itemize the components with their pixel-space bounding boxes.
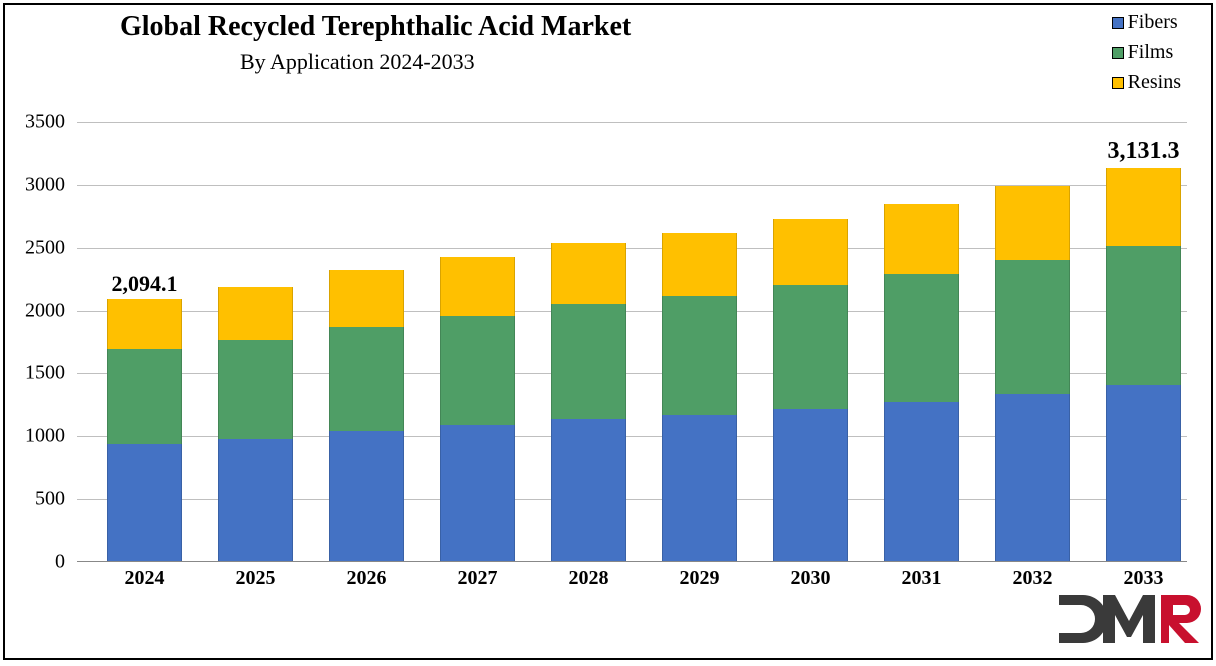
bar-group (218, 287, 293, 562)
bars-container (77, 122, 1187, 562)
legend-label-films: Films (1128, 41, 1174, 64)
bar-segment-fibers (662, 415, 737, 562)
bar-segment-films (773, 285, 848, 408)
bar-group (773, 219, 848, 562)
plot-area (77, 122, 1187, 562)
y-tick-label: 500 (5, 488, 65, 511)
bar-segment-resins (440, 257, 515, 316)
chart-title: Global Recycled Terephthalic Acid Market (120, 11, 631, 43)
bar-segment-fibers (995, 394, 1070, 562)
bar-segment-fibers (440, 425, 515, 562)
x-tick-label: 2025 (236, 567, 276, 590)
bar-segment-films (884, 274, 959, 402)
y-tick-label: 1000 (5, 425, 65, 448)
bar-segment-resins (107, 299, 182, 349)
bar-segment-films (107, 349, 182, 444)
bar-segment-films (551, 304, 626, 418)
bar-group (329, 270, 404, 562)
bar-segment-resins (329, 270, 404, 327)
bar-segment-films (329, 327, 404, 431)
y-tick-label: 3500 (5, 111, 65, 134)
bar-segment-fibers (884, 402, 959, 562)
bar-group (884, 204, 959, 562)
bar-segment-films (218, 340, 293, 439)
chart-frame: Global Recycled Terephthalic Acid Market… (3, 3, 1213, 660)
x-tick-label: 2033 (1124, 567, 1164, 590)
bar-segment-fibers (1106, 385, 1181, 562)
legend-item-fibers: Fibers (1112, 11, 1181, 34)
x-tick-label: 2032 (1013, 567, 1053, 590)
bar-segment-films (662, 296, 737, 415)
chart-subtitle: By Application 2024-2033 (240, 49, 475, 75)
bar-total-label: 2,094.1 (112, 271, 178, 297)
legend-marker-fibers (1112, 17, 1124, 29)
y-tick-label: 1500 (5, 362, 65, 385)
bar-group (662, 233, 737, 562)
legend: Fibers Films Resins (1112, 11, 1181, 94)
bar-segment-resins (218, 287, 293, 340)
bar-segment-resins (662, 233, 737, 296)
bar-segment-fibers (551, 419, 626, 562)
x-tick-label: 2026 (347, 567, 387, 590)
bar-segment-resins (773, 219, 848, 286)
bar-segment-fibers (773, 409, 848, 562)
bar-group (551, 243, 626, 562)
legend-marker-resins (1112, 77, 1124, 89)
logo-dmr (1053, 591, 1203, 654)
x-tick-label: 2031 (902, 567, 942, 590)
x-tick-label: 2030 (791, 567, 831, 590)
bar-group (995, 186, 1070, 562)
bar-segment-resins (551, 243, 626, 305)
y-tick-label: 2000 (5, 299, 65, 322)
legend-item-films: Films (1112, 41, 1181, 64)
x-tick-label: 2028 (569, 567, 609, 590)
bar-segment-films (1106, 246, 1181, 384)
bar-segment-films (440, 316, 515, 425)
x-tick-label: 2027 (458, 567, 498, 590)
bar-segment-fibers (107, 444, 182, 562)
bar-segment-resins (995, 186, 1070, 260)
bar-group (1106, 168, 1181, 562)
bar-total-label: 3,131.3 (1108, 138, 1180, 165)
bar-segment-resins (884, 204, 959, 274)
x-tick-label: 2029 (680, 567, 720, 590)
y-tick-label: 2500 (5, 236, 65, 259)
bar-segment-fibers (329, 431, 404, 562)
y-tick-label: 0 (5, 551, 65, 574)
legend-item-resins: Resins (1112, 71, 1181, 94)
legend-label-fibers: Fibers (1128, 11, 1178, 34)
legend-label-resins: Resins (1128, 71, 1181, 94)
x-axis-line (77, 561, 1187, 562)
x-tick-label: 2024 (125, 567, 165, 590)
legend-marker-films (1112, 47, 1124, 59)
logo-svg (1053, 591, 1203, 649)
bar-segment-films (995, 260, 1070, 393)
bar-group (107, 299, 182, 562)
y-tick-label: 3000 (5, 173, 65, 196)
bar-segment-fibers (218, 439, 293, 562)
bar-group (440, 257, 515, 562)
bar-segment-resins (1106, 168, 1181, 246)
x-axis-labels: 2024 2025 2026 2027 2028 2029 2030 2031 2032 2033 (77, 567, 1187, 597)
